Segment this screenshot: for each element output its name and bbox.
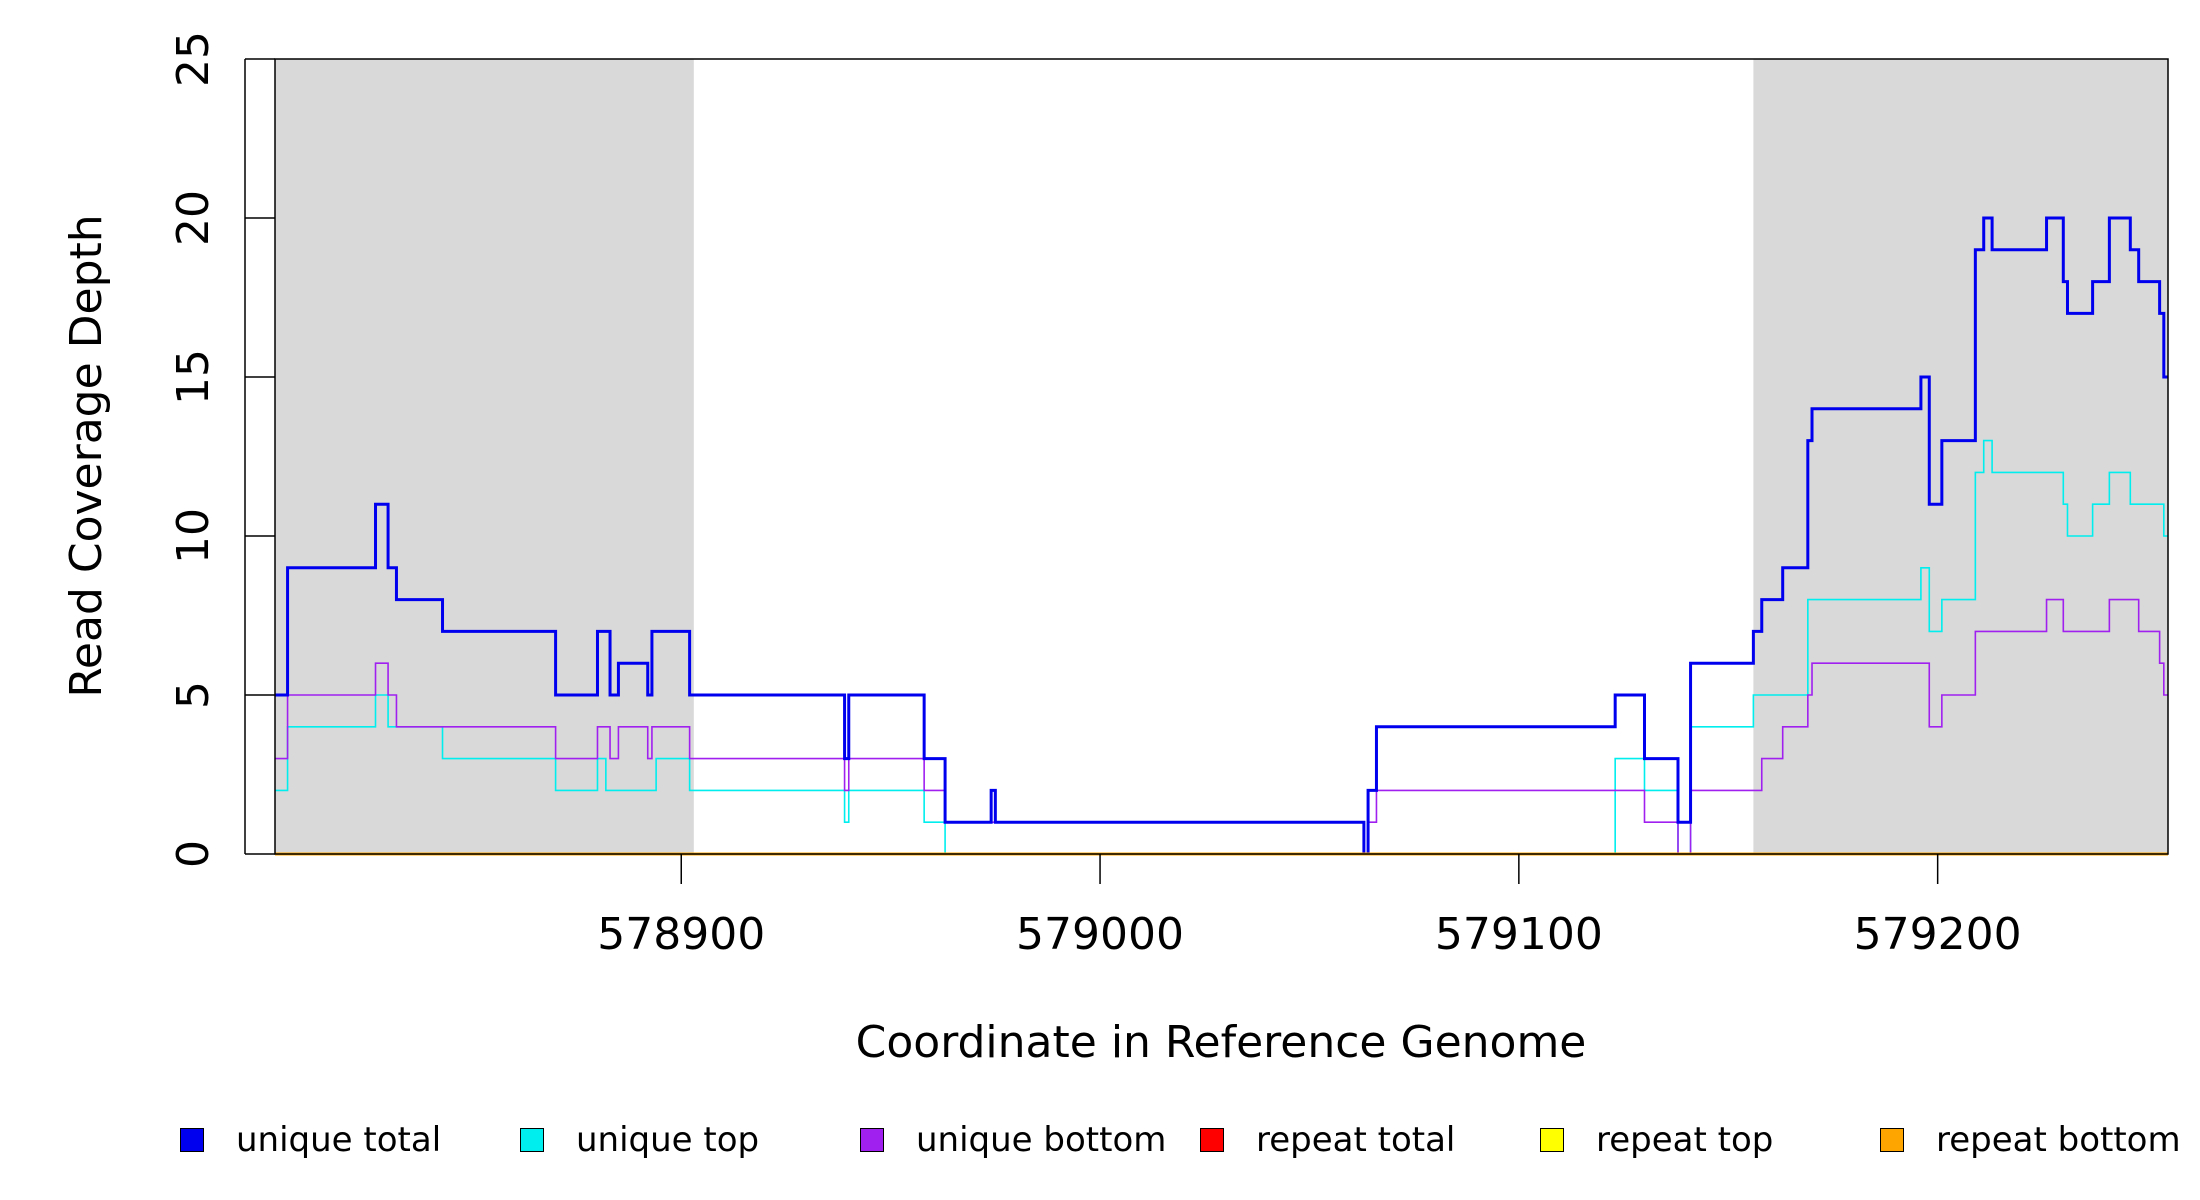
series-line-unique-total — [275, 216, 2168, 856]
y-tick-label: 10 — [168, 508, 219, 564]
shaded-region-1 — [275, 59, 694, 854]
y-tick-label: 5 — [168, 681, 219, 709]
shaded-region-2 — [1753, 59, 2168, 854]
y-tick-label: 15 — [168, 349, 219, 405]
y-tick-label: 20 — [168, 190, 219, 246]
plot-frame — [274, 58, 2169, 855]
x-axis-label: Coordinate in Reference Genome — [856, 1017, 1587, 1068]
series-line-unique-bottom — [275, 598, 2168, 855]
legend-swatch — [520, 1128, 544, 1152]
legend-swatch — [180, 1128, 204, 1152]
legend-label: unique bottom — [916, 1120, 1167, 1160]
legend-label: repeat bottom — [1936, 1120, 2181, 1160]
legend-item-repeat-bottom: repeat bottom — [1880, 1118, 2181, 1162]
x-tick-label: 579100 — [1435, 909, 1603, 960]
chart-legend: unique total unique top unique bottom repea… — [0, 1118, 2200, 1162]
y-tick-label: 25 — [168, 31, 219, 87]
x-axis: 578900 579000 579100 579200 — [597, 854, 2022, 960]
y-tick-label: 0 — [168, 840, 219, 868]
legend-item-unique-top: unique top — [520, 1118, 759, 1162]
legend-item-unique-bottom: unique bottom — [860, 1118, 1166, 1162]
x-tick-label: 578900 — [597, 909, 765, 960]
legend-label: repeat top — [1596, 1120, 1774, 1160]
shaded-regions — [275, 59, 2168, 854]
y-axis: 0 5 10 15 20 25 — [168, 31, 275, 868]
legend-item-unique-total: unique total — [180, 1118, 441, 1162]
legend-item-repeat-total: repeat total — [1200, 1118, 1455, 1162]
legend-item-repeat-top: repeat top — [1540, 1118, 1773, 1162]
legend-swatch — [860, 1128, 884, 1152]
legend-swatch — [1200, 1128, 1224, 1152]
x-tick-label: 579200 — [1854, 909, 2022, 960]
legend-label: repeat total — [1256, 1120, 1456, 1160]
y-axis-label: Read Coverage Depth — [61, 214, 112, 697]
legend-swatch — [1880, 1128, 1904, 1152]
legend-swatch — [1540, 1128, 1564, 1152]
x-tick-label: 579000 — [1016, 909, 1184, 960]
legend-label: unique total — [236, 1120, 442, 1160]
legend-label: unique top — [576, 1120, 760, 1160]
